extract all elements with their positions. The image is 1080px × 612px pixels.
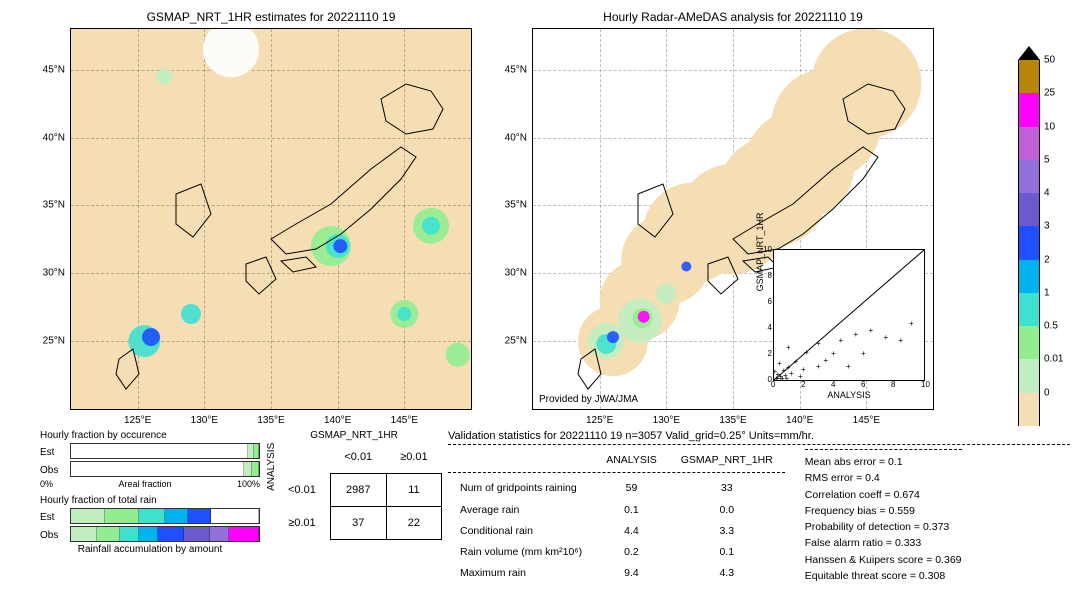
ct-col-header: GSMAP_NRT_1HR (274, 430, 434, 441)
hf-axis-min: 0% (40, 479, 53, 489)
map-right-panel: Hourly Radar-AMeDAS analysis for 2022111… (532, 10, 934, 410)
hf-occ-obs-bar (70, 461, 260, 477)
colorbar-tick: 5 (1044, 154, 1050, 165)
map-right-plot: 25°N30°N35°N40°N45°N125°E130°E135°E140°E… (532, 28, 934, 410)
obs-label: Obs (40, 465, 66, 476)
colorbar-tick: 1 (1044, 287, 1050, 298)
map-left-plot: 25°N30°N35°N40°N45°N125°E130°E135°E140°E… (70, 28, 472, 410)
stat-label: Mean abs error = (805, 456, 885, 468)
stat-value: 0.1 (888, 456, 903, 468)
est-label-2: Est (40, 512, 66, 523)
stat-label: Correlation coeff = (805, 489, 891, 501)
stat-value: 0.373 (923, 521, 949, 533)
map-left-title: GSMAP_NRT_1HR estimates for 20221110 19 (70, 10, 472, 24)
contingency: GSMAP_NRT_1HR ANALYSIS <0.01≥0.01<0.0129… (274, 430, 434, 584)
stat-value: 0.369 (935, 554, 961, 566)
map-right-title: Hourly Radar-AMeDAS analysis for 2022111… (532, 10, 934, 24)
contingency-table: <0.01≥0.01<0.01298711≥0.013722 (274, 441, 442, 540)
colorbar-tick: 0.01 (1044, 354, 1063, 365)
stat-label: False alarm ratio = (805, 537, 892, 549)
hf-occ-est-bar (70, 443, 260, 459)
validation-stats: Mean abs error = 0.1 RMS error = 0.4 Corre… (805, 449, 962, 584)
colorbar-tick: 2 (1044, 254, 1050, 265)
hf-axis-label: Areal fraction (118, 479, 171, 489)
colorbar-tick: 0.5 (1044, 321, 1058, 332)
map-left-panel: GSMAP_NRT_1HR estimates for 20221110 19 … (70, 10, 472, 410)
bottom-row: Hourly fraction by occurence Est Obs 0% A… (10, 430, 1070, 584)
hf-rain-obs-bar (70, 526, 260, 542)
stat-label: Frequency bias = (805, 505, 886, 517)
colorbar-tick: 4 (1044, 188, 1050, 199)
validation-table: ANALYSISGSMAP_NRT_1HRNum of gridpoints r… (448, 449, 785, 584)
hourly-fractions: Hourly fraction by occurence Est Obs 0% A… (40, 430, 260, 584)
colorbar-tick: 50 (1044, 55, 1055, 66)
stat-value: 0.559 (889, 505, 915, 517)
obs-label-2: Obs (40, 530, 66, 541)
stat-value: 0.4 (865, 472, 880, 484)
stat-value: 0.333 (895, 537, 921, 549)
stat-label: Equitable threat score = (805, 570, 916, 582)
inset-scatter: ++++++++++++++++++++++++++++++0022446688… (773, 249, 925, 381)
stat-value: 0.674 (894, 489, 920, 501)
colorbar-tick: 25 (1044, 88, 1055, 99)
hf-axis-max: 100% (237, 479, 260, 489)
provided-by-label: Provided by JWA/JMA (539, 394, 638, 405)
ct-row-header: ANALYSIS (266, 443, 277, 491)
validation-dashline (448, 444, 1070, 445)
stat-label: Probability of detection = (805, 521, 920, 533)
stat-value: 0.308 (919, 570, 945, 582)
hf-rain-est-bar (70, 508, 260, 524)
hf-occ-title: Hourly fraction by occurence (40, 430, 260, 441)
validation-title: Validation statistics for 20221110 19 n=… (448, 430, 1070, 442)
hf-rain-title: Hourly fraction of total rain (40, 495, 260, 506)
stat-label: RMS error = (805, 472, 862, 484)
est-label: Est (40, 447, 66, 458)
colorbar-tick: 3 (1044, 221, 1050, 232)
colorbar: 502510543210.50.010 (1018, 46, 1040, 426)
colorbar-tick: 10 (1044, 121, 1055, 132)
maps-row: GSMAP_NRT_1HR estimates for 20221110 19 … (10, 10, 1070, 410)
colorbar-tick: 0 (1044, 387, 1050, 398)
validation: Validation statistics for 20221110 19 n=… (448, 430, 1070, 584)
stat-label: Hanssen & Kuipers score = (805, 554, 933, 566)
hf-rain-footer: Rainfall accumulation by amount (40, 544, 260, 555)
